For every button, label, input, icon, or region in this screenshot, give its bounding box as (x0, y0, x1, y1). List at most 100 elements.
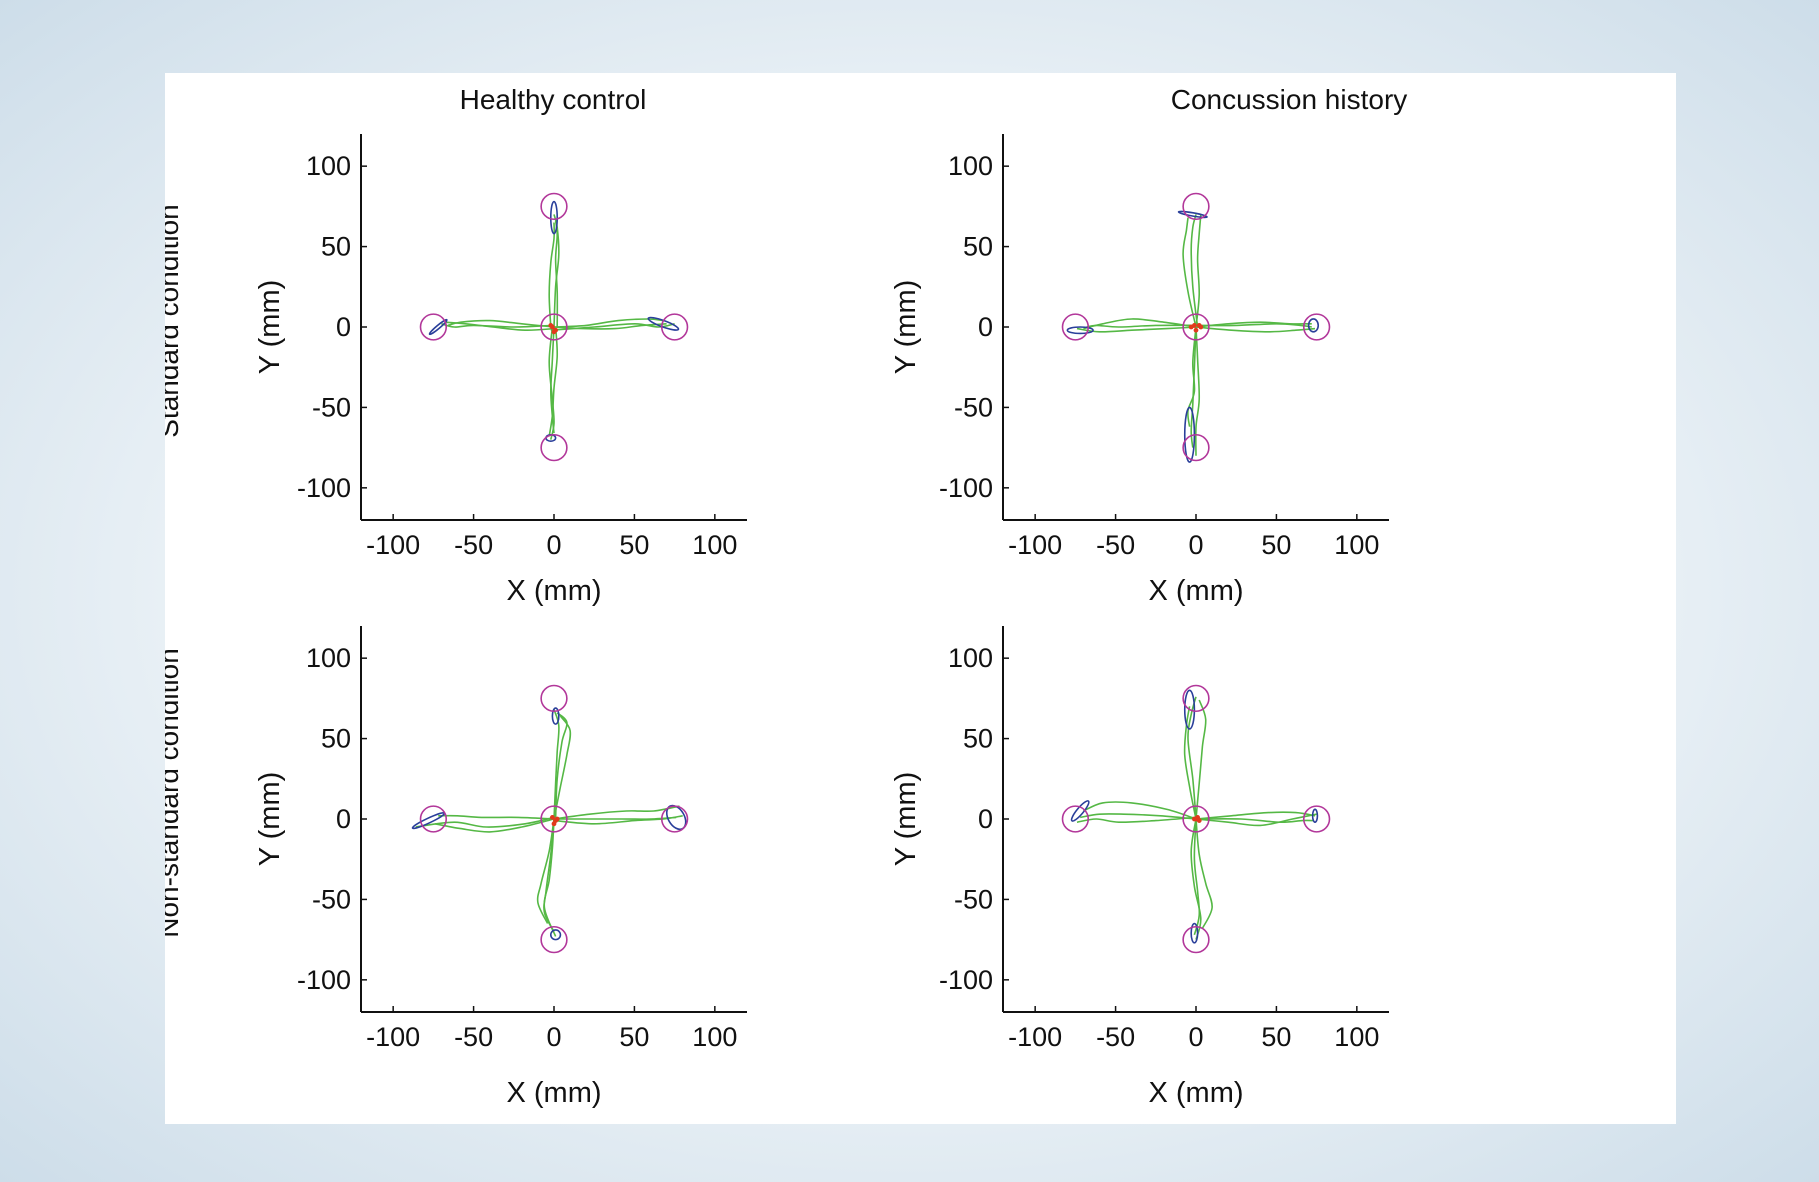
target-circle (419, 313, 448, 341)
target-circle (1182, 925, 1210, 954)
y-tick-label: 100 (306, 151, 351, 181)
y-tick-label: 100 (306, 643, 351, 673)
x-tick-label: 100 (692, 1022, 737, 1052)
figure-panel: Healthy control Concussion history Stand… (165, 73, 1676, 1124)
movement-path (1195, 699, 1207, 820)
x-tick-label: -50 (1096, 530, 1135, 560)
x-tick-label: 0 (546, 1022, 561, 1052)
y-tick-label: 0 (978, 312, 993, 342)
endpoint-cluster (1070, 800, 1090, 822)
movement-path (1195, 214, 1202, 328)
movement-path (1076, 816, 1197, 824)
movement-path (1080, 813, 1197, 820)
x-tick-label: -100 (366, 530, 420, 560)
y-tick-label: -100 (939, 965, 993, 995)
target-circle (1182, 684, 1210, 713)
endpoint-cluster (549, 929, 562, 941)
column-title-healthy: Healthy control (460, 84, 647, 115)
y-axis-label: Y (mm) (890, 280, 922, 375)
movement-path (536, 818, 555, 924)
endpoint-cluster (1066, 326, 1094, 335)
target-circle (1182, 805, 1210, 833)
movement-path (1190, 326, 1197, 448)
center-point (1198, 324, 1204, 330)
movement-path (1195, 322, 1312, 328)
movement-path (553, 715, 572, 820)
movement-path (553, 805, 680, 820)
movement-path (434, 818, 555, 833)
endpoint-cluster (1177, 210, 1208, 219)
y-tick-label: 0 (978, 804, 993, 834)
chart-panel-bottom-left: -100 -50 0 50 100 -100 -50 0 50 100 X (mm) Y (mm) (254, 626, 747, 1109)
movement-path (1083, 801, 1197, 820)
target-circle (1182, 313, 1210, 341)
x-tick-label: 100 (692, 530, 737, 560)
target-circle (540, 684, 568, 713)
movement-path (1195, 326, 1316, 333)
x-tick-label: 50 (1261, 1022, 1291, 1052)
target-circle (1302, 805, 1331, 833)
x-tick-label: 100 (1334, 530, 1379, 560)
y-tick-label: -50 (312, 884, 351, 914)
x-axis-label: X (mm) (506, 1077, 601, 1109)
x-axis-label: X (mm) (506, 575, 601, 607)
x-tick-label: -100 (1008, 530, 1062, 560)
target-circle (419, 805, 448, 833)
endpoint-cluster (1190, 922, 1199, 944)
endpoint-cluster (549, 200, 559, 235)
target-circle (540, 925, 568, 954)
center-point (551, 821, 557, 827)
y-tick-label: 50 (963, 232, 993, 262)
y-axis-label: Y (mm) (254, 772, 286, 867)
y-tick-label: 50 (963, 724, 993, 754)
y-tick-label: -50 (312, 392, 351, 422)
chart-panel-top-right: -100 -50 0 50 100 -100 -50 0 50 100 X (mm) Y (mm) (890, 134, 1389, 607)
x-tick-label: 100 (1334, 1022, 1379, 1052)
movement-path (1195, 813, 1317, 827)
target-circle (540, 433, 568, 462)
x-tick-label: -50 (454, 1022, 493, 1052)
center-point (551, 329, 557, 335)
y-tick-label: -100 (939, 473, 993, 503)
target-circle (660, 313, 689, 341)
endpoint-cluster (428, 318, 448, 336)
row-title-non-standard: Non-standard condition (165, 648, 184, 938)
y-tick-label: -50 (954, 884, 993, 914)
movement-path (1193, 818, 1201, 936)
movement-path (553, 318, 664, 328)
movement-path (548, 326, 559, 437)
target-circle (1061, 805, 1090, 833)
y-tick-label: 50 (321, 724, 351, 754)
movement-path (1076, 326, 1197, 333)
movement-path (1083, 318, 1197, 330)
center-point (549, 324, 555, 330)
x-tick-label: -100 (366, 1022, 420, 1052)
y-tick-label: 0 (336, 804, 351, 834)
movement-path (1182, 217, 1197, 328)
endpoint-cluster (1183, 689, 1196, 730)
movement-path (1195, 811, 1316, 820)
target-circle (1302, 313, 1331, 341)
x-tick-label: -100 (1008, 1022, 1062, 1052)
center-point (554, 816, 560, 822)
target-circle (540, 805, 568, 833)
y-tick-label: -100 (297, 965, 351, 995)
movement-path (550, 322, 675, 331)
y-tick-label: -50 (954, 392, 993, 422)
target-circle (540, 192, 568, 221)
target-circle (1182, 192, 1210, 221)
target-circle (540, 313, 568, 341)
center-point (1196, 818, 1202, 824)
movement-path (1195, 818, 1213, 929)
endpoint-cluster (551, 707, 560, 725)
y-tick-label: 0 (336, 312, 351, 342)
row-title-standard: Standard condition (165, 204, 184, 438)
movement-path (543, 818, 557, 937)
x-tick-label: 0 (1188, 530, 1203, 560)
endpoint-cluster (1307, 318, 1320, 333)
center-point (1191, 816, 1197, 822)
movement-path (1086, 324, 1197, 328)
target-circle (1182, 433, 1210, 462)
movement-path (553, 214, 560, 328)
movement-path (1187, 696, 1197, 820)
